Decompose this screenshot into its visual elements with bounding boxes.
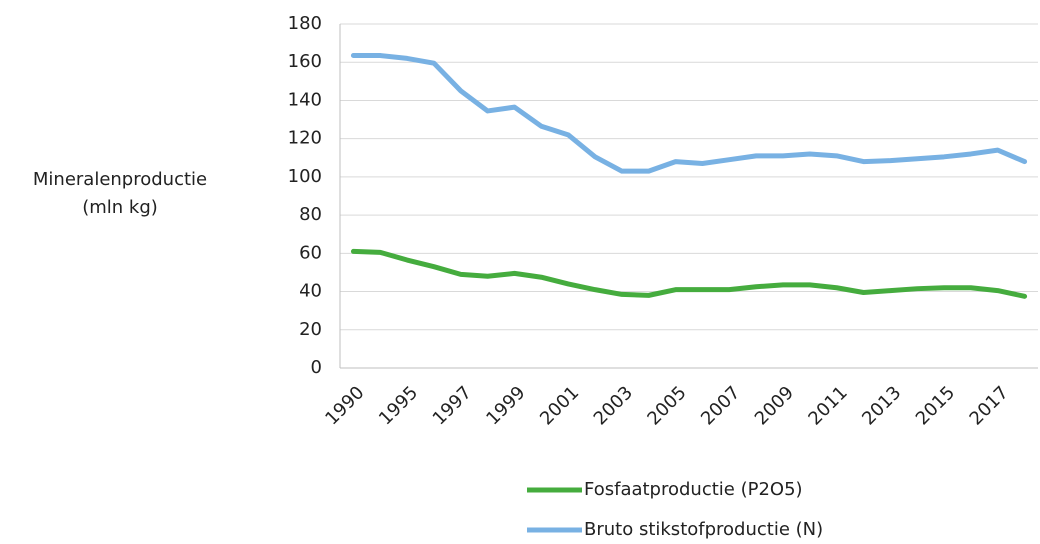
x-tick-label: 2009 xyxy=(751,382,798,429)
legend-label: Bruto stikstofproductie (N) xyxy=(584,519,823,540)
x-tick-label: 2015 xyxy=(912,382,959,429)
x-tick-label: 1995 xyxy=(375,382,422,429)
x-tick-label: 1999 xyxy=(482,382,529,429)
y-tick-label: 120 xyxy=(288,128,322,149)
y-tick-label: 100 xyxy=(288,166,322,187)
y-tick-label: 60 xyxy=(299,242,322,263)
legend-label: Fosfaatproductie (P2O5) xyxy=(584,479,803,500)
y-tick-label: 160 xyxy=(288,51,322,72)
data-line xyxy=(350,248,1028,299)
x-tick-label: 2017 xyxy=(966,382,1013,429)
y-tick-label: 20 xyxy=(299,319,322,340)
y-axis-label: (mln kg) xyxy=(82,197,158,218)
y-tick-label: 140 xyxy=(288,89,322,110)
x-tick-label: 1990 xyxy=(321,382,368,429)
x-tick-label: 2011 xyxy=(804,382,851,429)
x-tick-label: 2013 xyxy=(858,382,905,429)
y-tick-label: 80 xyxy=(299,204,322,225)
x-tick-label: 2003 xyxy=(590,382,637,429)
x-tick-label: 1997 xyxy=(429,382,476,429)
x-tick-label: 2007 xyxy=(697,382,744,429)
y-tick-label: 0 xyxy=(311,357,322,378)
y-tick-label: 40 xyxy=(299,281,322,302)
x-tick-label: 2005 xyxy=(643,382,690,429)
y-axis-label: Mineralenproductie xyxy=(33,169,207,190)
y-tick-label: 180 xyxy=(288,13,322,34)
x-tick-label: 2001 xyxy=(536,382,583,429)
data-line xyxy=(350,53,1028,174)
